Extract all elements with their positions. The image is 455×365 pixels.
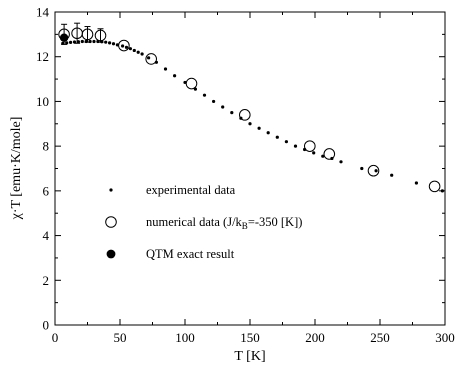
plot-frame: [54, 11, 446, 326]
legend-label-numerical-tail: =-350 [K]): [248, 215, 303, 229]
x-tick-label: 200: [305, 330, 325, 345]
experimental-point: [173, 74, 177, 78]
y-tick-label: 0: [43, 318, 50, 333]
experimental-point: [440, 189, 444, 193]
experimental-point: [128, 47, 132, 51]
numerical-point: [118, 39, 130, 52]
legend-label-numerical-main: numerical data (J/k: [146, 215, 243, 229]
x-tick-label: 50: [114, 330, 127, 345]
experimental-point: [257, 126, 261, 130]
numerical-point: [94, 29, 107, 42]
experimental-point: [230, 111, 234, 115]
experimental-point: [124, 45, 129, 49]
y-axis-label: χ·T [emu·K/mole]: [9, 117, 24, 221]
numerical-point: [81, 28, 94, 41]
experimental-point: [163, 67, 168, 71]
qtm-point: [59, 33, 69, 42]
legend: experimental data numerical data (J/kB=-…: [105, 183, 302, 261]
x-axis-label: T [K]: [234, 349, 265, 364]
numerical-point: [428, 180, 441, 193]
experimental-point: [121, 44, 125, 48]
experimental-point: [132, 48, 136, 53]
legend-label-qtm: QTM exact result: [146, 247, 235, 261]
legend-marker-experimental: [109, 188, 113, 192]
experimental-point: [104, 40, 108, 44]
legend-marker-qtm: [106, 249, 116, 259]
legend-label-numerical-sub: B: [242, 221, 248, 231]
experimental-point: [221, 105, 225, 109]
experimental-point: [140, 52, 144, 56]
legend-label-numerical: numerical data (J/kB=-350 [K]): [146, 215, 302, 231]
experimental-point: [321, 154, 325, 158]
experimental-point: [111, 42, 116, 46]
experimental-point: [69, 40, 73, 45]
numerical-point: [323, 148, 336, 160]
experimental-point: [136, 50, 140, 54]
experimental-point: [80, 39, 84, 44]
experimental-point: [248, 122, 252, 126]
experimental-point: [92, 39, 96, 44]
experimental-point: [312, 151, 316, 155]
y-tick-label: 10: [36, 94, 49, 109]
experimental-point: [284, 140, 288, 144]
y-tick-label: 12: [36, 49, 49, 64]
legend-marker-numerical: [105, 216, 117, 228]
experimental-point: [147, 56, 151, 60]
x-tick-label: 150: [240, 330, 260, 345]
experimental-point: [360, 166, 364, 171]
y-tick-label: 4: [43, 228, 50, 243]
experimental-point: [212, 99, 216, 104]
experimental-point: [293, 144, 298, 148]
experimental-point: [72, 40, 77, 44]
experimental-point: [202, 93, 207, 97]
experimental-point: [76, 40, 80, 44]
experimental-point: [390, 173, 394, 177]
x-tick-label: 0: [52, 330, 59, 345]
experimental-point: [108, 41, 112, 45]
experimental-point: [414, 181, 418, 185]
x-tick-label: 300: [435, 330, 455, 345]
y-tick-label: 8: [43, 139, 50, 154]
y-tick-label: 2: [43, 273, 50, 288]
legend-label-experimental: experimental data: [146, 183, 236, 197]
numerical-point: [304, 140, 316, 152]
x-tick-label: 250: [370, 330, 390, 345]
numerical-point: [185, 77, 198, 90]
x-tick-label: 100: [175, 330, 195, 345]
numerical-point: [239, 109, 251, 121]
y-tick-label: 14: [36, 5, 50, 20]
y-tick-label: 6: [43, 183, 50, 198]
experimental-point: [65, 41, 69, 45]
numerical-point: [367, 164, 380, 177]
experimental-point: [374, 169, 378, 173]
experimental-point: [339, 160, 343, 164]
numerical-point: [145, 53, 157, 65]
experimental-point: [266, 131, 270, 135]
experimental-point: [275, 135, 279, 139]
